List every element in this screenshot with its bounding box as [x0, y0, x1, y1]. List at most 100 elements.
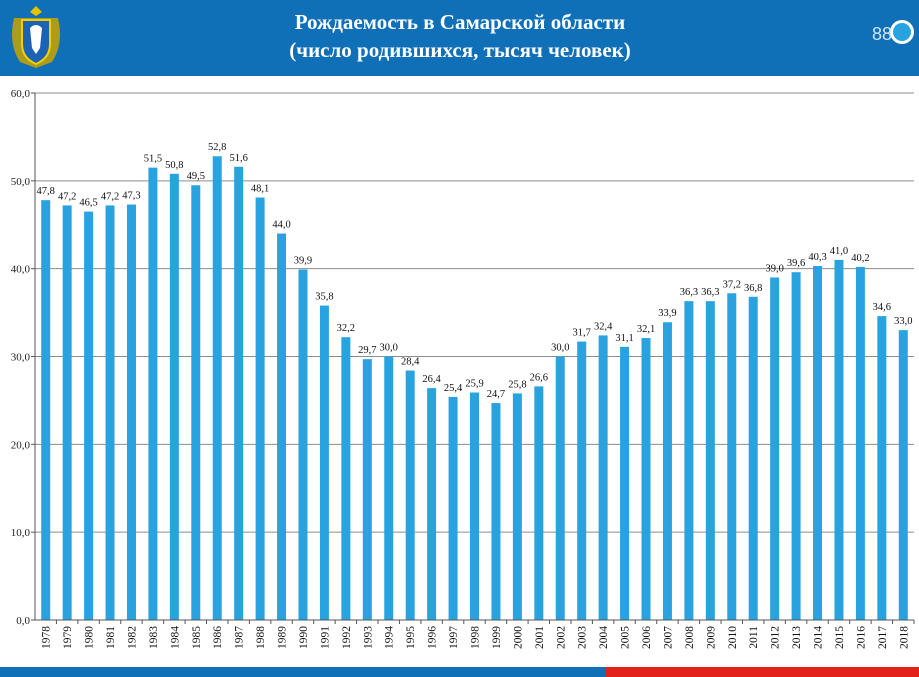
bar-2005 — [620, 346, 630, 620]
x-tick-label-2017: 2017 — [877, 626, 889, 649]
x-tick-label-1982: 1982 — [126, 626, 138, 649]
x-tick-label-2004: 2004 — [598, 626, 610, 649]
bar-1998 — [469, 392, 480, 620]
bar-1980 — [84, 211, 94, 620]
y-tick-label: 0,0 — [16, 615, 30, 627]
x-tick-label-2001: 2001 — [534, 626, 546, 649]
bar-chart: 0,010,020,030,040,050,060,0 47,8 47,246,5… — [11, 88, 915, 649]
bar-1994 — [384, 356, 394, 620]
title-line-1: Рождаемость в Самарской области — [294, 10, 626, 34]
data-label-1980: 46,5 — [79, 198, 97, 209]
x-tick-label-1984: 1984 — [169, 626, 181, 649]
bar-2003 — [577, 341, 587, 620]
x-tick-label-2014: 2014 — [813, 626, 825, 649]
bar-2004 — [598, 335, 608, 620]
data-label-2001: 26,6 — [530, 372, 548, 383]
data-label-2017: 34,6 — [873, 302, 891, 313]
data-label-2005: 31,1 — [615, 333, 633, 344]
data-label-1983: 51,5 — [144, 154, 162, 165]
bar-2016 — [855, 266, 865, 620]
logo-text: 88 — [872, 24, 892, 44]
y-tick-label: 30,0 — [11, 352, 31, 364]
data-labels: 47,8 47,246,547,2 47,351,550,849,552,851,6… — [37, 142, 913, 400]
data-label-1991: 35,8 — [315, 292, 333, 303]
y-axis: 0,0 10,0 20,0 30,0 40,0 50,0 60,0 — [11, 88, 36, 627]
bar-2001 — [534, 386, 544, 620]
statistics-logo-icon: 88 — [872, 20, 914, 44]
x-tick-label-1983: 1983 — [148, 626, 160, 649]
bar-1982 — [126, 204, 136, 620]
y-tick-label: 60,0 — [11, 88, 31, 100]
bar-1991 — [319, 305, 329, 620]
data-label-1985: 49,5 — [187, 171, 205, 182]
x-tick-label-1989: 1989 — [277, 626, 289, 649]
bar-1996 — [427, 388, 437, 620]
y-tick-label: 50,0 — [11, 176, 31, 188]
bar-2018 — [898, 330, 908, 620]
x-tick-label-1986: 1986 — [212, 626, 224, 649]
bar-2012 — [770, 277, 780, 620]
x-tick-label-2018: 2018 — [898, 626, 910, 649]
x-tick-label-1978: 1978 — [41, 626, 53, 649]
data-label-2012: 39,0 — [765, 263, 783, 274]
data-label-2018: 33,0 — [894, 316, 912, 327]
bar-2000 — [512, 393, 522, 620]
data-label-1986: 52,8 — [208, 142, 226, 153]
data-label-2014: 40,3 — [808, 252, 826, 263]
bar-1989 — [277, 233, 287, 621]
x-tick-label-1995: 1995 — [405, 626, 417, 649]
x-tick-label-1996: 1996 — [427, 626, 439, 649]
x-tick-label-1998: 1998 — [470, 626, 482, 649]
bar-1986 — [212, 156, 222, 620]
bar-2014 — [813, 266, 823, 620]
data-label-1987: 51,6 — [229, 153, 247, 164]
x-axis: 1978 1979 1980 1981 1982 1983 1984 1985 1986 1987… — [35, 619, 915, 649]
data-label-1992: 32,2 — [337, 323, 355, 334]
data-label-2009: 36,3 — [701, 287, 719, 298]
footer-stripe-red — [605, 667, 919, 677]
data-label-2010: 37,2 — [723, 279, 741, 290]
x-tick-label-2011: 2011 — [748, 626, 760, 649]
x-tick-label-2015: 2015 — [834, 626, 846, 649]
data-label-1979: 47,2 — [58, 191, 76, 202]
bar-1999 — [491, 403, 501, 620]
data-label-2007: 33,9 — [658, 308, 676, 319]
bar-1990 — [298, 269, 308, 620]
data-label-1993: 29,7 — [358, 345, 376, 356]
bar-2006 — [641, 338, 651, 620]
x-tick-label-2000: 2000 — [512, 626, 524, 649]
x-tick-label-2010: 2010 — [727, 626, 739, 649]
bar-1985 — [191, 185, 201, 620]
x-tick-label-1991: 1991 — [319, 626, 331, 649]
bar-2015 — [834, 259, 844, 620]
data-label-2015: 41,0 — [830, 246, 848, 257]
bar-2007 — [662, 322, 672, 620]
data-label-2002: 30,0 — [551, 343, 569, 354]
bar-1983 — [148, 167, 158, 620]
x-tick-label-2005: 2005 — [620, 626, 632, 649]
x-tick-label-2008: 2008 — [684, 626, 696, 649]
x-tick-label-2009: 2009 — [705, 626, 717, 649]
x-tick-label-1993: 1993 — [362, 626, 374, 649]
bar-2011 — [748, 296, 758, 620]
data-label-1978: 47,8 — [37, 186, 55, 197]
x-tick-label-1987: 1987 — [234, 626, 246, 649]
data-label-2000: 25,8 — [508, 379, 526, 390]
bar-1993 — [362, 359, 372, 620]
x-tick-label-1990: 1990 — [298, 626, 310, 649]
y-tick-label: 40,0 — [11, 264, 31, 276]
data-label-1994: 30,0 — [380, 343, 398, 354]
x-tick-label-1992: 1992 — [341, 626, 353, 649]
data-label-2011: 36,8 — [744, 283, 762, 294]
data-label-2008: 36,3 — [680, 287, 698, 298]
x-tick-label-2006: 2006 — [641, 626, 653, 649]
x-tick-label-1979: 1979 — [62, 626, 74, 649]
data-label-2016: 40,2 — [851, 253, 869, 264]
chart-bars — [41, 156, 908, 621]
data-label-1990: 39,9 — [294, 256, 312, 267]
bar-1995 — [405, 370, 415, 620]
data-label-1981: 47,2 — [101, 191, 119, 202]
data-label-1995: 28,4 — [401, 357, 420, 368]
data-label-1999: 24,7 — [487, 389, 505, 400]
data-label-2003: 31,7 — [573, 328, 591, 339]
